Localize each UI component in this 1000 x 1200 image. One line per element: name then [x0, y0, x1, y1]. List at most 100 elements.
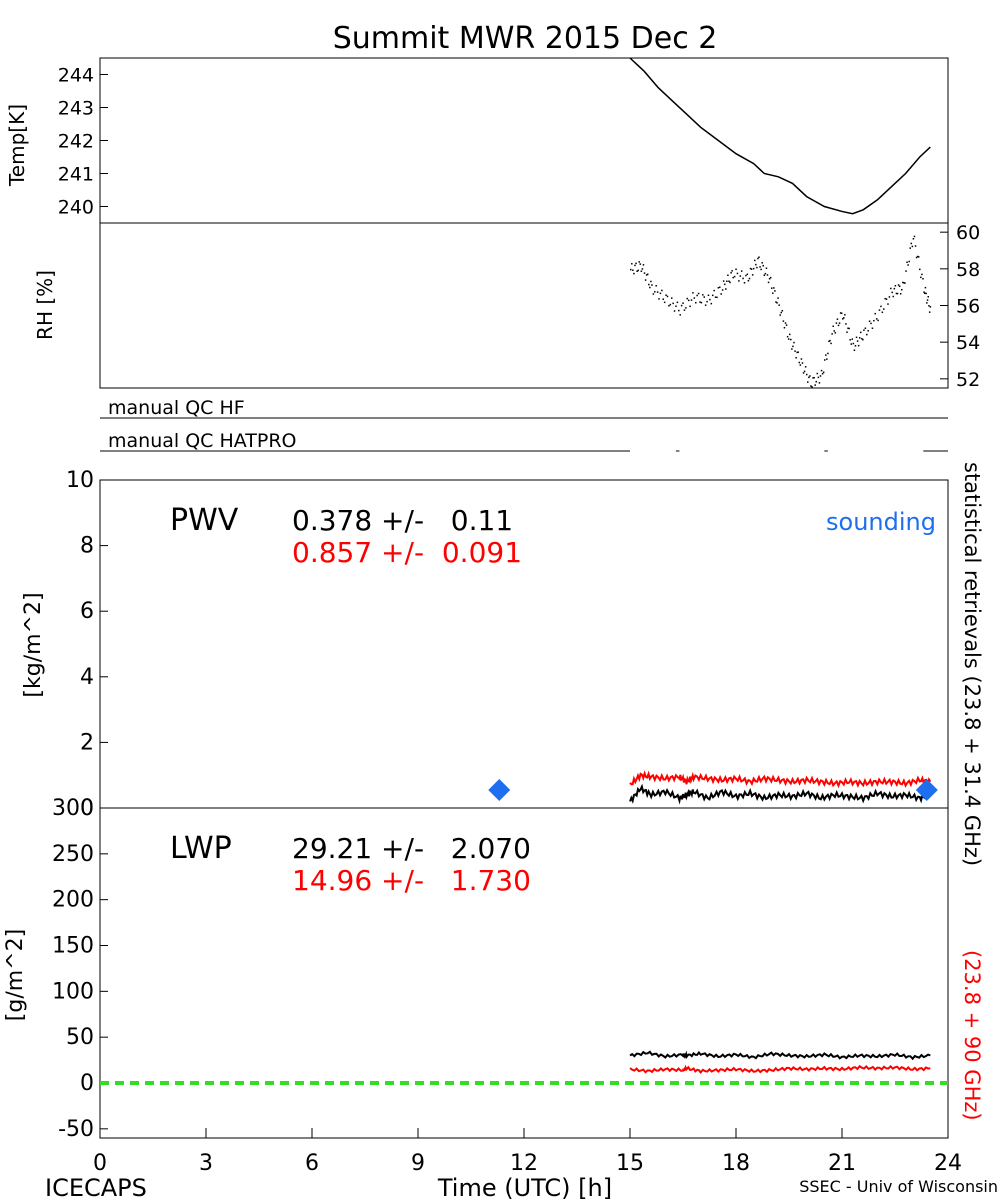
rh-point	[895, 292, 898, 295]
rh-point	[752, 267, 755, 270]
rh-point	[893, 287, 896, 290]
rh-point	[696, 294, 698, 297]
rh-point	[880, 305, 882, 308]
rh-point	[658, 298, 660, 300]
rh-point	[917, 256, 920, 258]
rh-point	[711, 294, 714, 297]
rh-point	[802, 372, 805, 374]
rh-point	[904, 282, 906, 284]
rh-point	[838, 322, 841, 324]
right-label-red: (23.8 + 90 GHz)	[960, 950, 984, 1121]
rh-point	[722, 280, 725, 282]
lwp-ytick-label: 200	[52, 888, 94, 913]
rh-point	[730, 272, 732, 274]
rh-point	[874, 312, 877, 315]
rh-point	[766, 274, 769, 276]
rh-point	[659, 292, 662, 295]
rh-point	[853, 349, 856, 351]
rh-point	[796, 351, 798, 354]
rh-point	[739, 275, 742, 277]
rh-point	[911, 245, 914, 248]
sounding-marker	[915, 778, 938, 801]
rh-point	[863, 329, 865, 331]
x-tick-label: 21	[828, 1151, 856, 1176]
rh-point	[683, 309, 686, 311]
rh-point	[850, 343, 852, 345]
rh-point	[798, 361, 801, 364]
rh-point	[896, 292, 899, 295]
lwp-ytick-label: 0	[80, 1071, 94, 1096]
rh-point	[756, 266, 758, 269]
rh-point	[826, 358, 828, 360]
rh-point	[676, 301, 679, 304]
rh-point	[685, 307, 687, 309]
rh-point	[643, 272, 646, 274]
rh-point	[857, 344, 860, 347]
rh-point	[754, 259, 756, 262]
rh-point	[649, 286, 651, 289]
x-tick-label: 0	[93, 1151, 107, 1176]
rh-point	[763, 274, 766, 277]
rh-point	[678, 309, 680, 312]
rh-point	[641, 268, 644, 270]
rh-point	[784, 322, 787, 324]
rh-point	[644, 279, 647, 281]
lwp-series-line	[629, 1050, 931, 1061]
rh-point	[795, 356, 797, 359]
rh-point	[636, 270, 638, 272]
rh-point	[640, 270, 643, 272]
rh-point	[738, 280, 740, 282]
rh-point	[692, 292, 694, 294]
rh-point	[668, 304, 670, 307]
rh-point	[834, 332, 837, 334]
rh-point	[803, 370, 806, 373]
rh-point	[703, 296, 705, 298]
rh-point	[775, 301, 777, 303]
rh-point	[923, 292, 926, 294]
lwp-series-line	[629, 1064, 931, 1074]
rh-point	[699, 301, 701, 303]
rh-point	[648, 283, 650, 286]
lwp-ytick-label: -50	[58, 1117, 94, 1142]
rh-point	[787, 338, 790, 340]
rh-point	[637, 269, 639, 272]
rh-point	[926, 302, 928, 304]
lwp-ytick-label: 100	[52, 979, 94, 1004]
rh-point	[717, 287, 720, 289]
rh-point	[646, 273, 649, 276]
rh-point	[905, 270, 907, 272]
rh-point	[888, 296, 891, 298]
rh-point	[902, 281, 904, 284]
rh-point	[891, 291, 893, 294]
rh-point	[871, 327, 874, 329]
rh-point	[810, 385, 812, 387]
rh-point	[809, 375, 811, 377]
rh-point	[816, 372, 819, 375]
sounding-legend: sounding	[826, 508, 936, 536]
pwv-ytick-label: 8	[80, 534, 94, 559]
rh-point	[655, 285, 657, 287]
rh-point	[777, 297, 779, 299]
rh-point	[780, 311, 783, 314]
rh-point	[716, 296, 718, 299]
rh-point	[710, 302, 713, 305]
rh-point	[630, 268, 632, 271]
rh-point	[912, 238, 915, 240]
rh-point	[726, 280, 728, 283]
rh-point	[839, 312, 842, 314]
rh-point	[813, 376, 815, 379]
lwp-ytick-label: 300	[52, 796, 94, 821]
temp-ytick-label: 240	[58, 197, 94, 219]
rh-point	[635, 262, 637, 265]
rh-point	[928, 305, 930, 307]
rh-point	[731, 270, 733, 272]
rh-point	[797, 351, 799, 353]
rh-point	[807, 381, 809, 383]
rh-point	[791, 348, 793, 350]
rh-point	[759, 266, 761, 268]
plot-layer: 24024124224324452545658600246810-5005010…	[52, 57, 980, 1176]
pwv-stat-red: 0.857 +/- 0.091	[292, 536, 522, 569]
rh-point	[742, 277, 744, 280]
rh-point	[840, 312, 843, 315]
rh-point	[672, 302, 674, 305]
